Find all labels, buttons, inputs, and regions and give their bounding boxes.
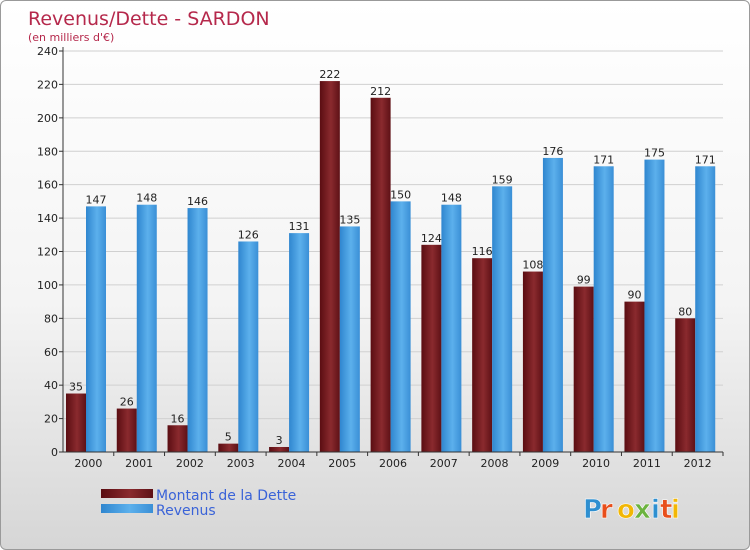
y-tick-label: 240 <box>37 45 58 58</box>
x-tick-label: 2012 <box>684 457 712 470</box>
x-tick-label: 2010 <box>582 457 610 470</box>
bars <box>66 81 716 453</box>
bar-revenus <box>339 226 360 452</box>
data-label: 148 <box>136 192 157 205</box>
proxiti-logo: Pr o x i ti <box>583 495 681 526</box>
legend: Montant de la Dette Revenus <box>101 488 296 519</box>
y-tick-label: 160 <box>37 179 58 192</box>
x-tick-label: 2004 <box>277 457 305 470</box>
data-label: 175 <box>644 147 665 160</box>
bar-dette <box>573 286 594 452</box>
x-tick-label: 2003 <box>227 457 255 470</box>
logo-letter: o <box>617 495 635 525</box>
y-tick-label: 100 <box>37 279 58 292</box>
bar-dette <box>421 244 442 452</box>
bar-dette <box>116 408 137 452</box>
data-label: 212 <box>370 85 391 98</box>
data-label: 148 <box>441 192 462 205</box>
y-tick-label: 140 <box>37 212 58 225</box>
bar-dette <box>319 81 340 452</box>
data-label: 108 <box>522 259 543 272</box>
data-label: 146 <box>187 195 208 208</box>
data-label: 171 <box>695 153 716 166</box>
x-tick-label: 2008 <box>481 457 509 470</box>
bar-revenus <box>86 206 106 452</box>
y-tick-label: 40 <box>44 379 58 392</box>
data-label: 16 <box>171 412 185 425</box>
bar-revenus <box>492 186 513 452</box>
legend-label-revenus: Revenus <box>156 503 216 519</box>
bar-revenus <box>441 204 462 452</box>
x-tick-label: 2011 <box>633 457 661 470</box>
bar-dette <box>675 318 696 452</box>
data-label: 35 <box>69 381 83 394</box>
bar-dette <box>370 97 391 453</box>
bar-dette <box>269 446 290 452</box>
logo-letter: t <box>660 495 672 525</box>
x-tick-label: 2007 <box>430 457 458 470</box>
legend-swatch-revenus <box>101 504 153 513</box>
data-label: 150 <box>390 188 411 201</box>
data-label: 99 <box>577 274 591 287</box>
legend-label-debt: Montant de la Dette <box>156 488 296 504</box>
data-label: 171 <box>593 153 614 166</box>
bar-revenus <box>644 159 665 452</box>
y-tick-label: 80 <box>44 312 58 325</box>
logo-letter: i <box>651 495 660 525</box>
legend-swatch-debt <box>101 489 153 498</box>
data-label: 5 <box>225 431 232 444</box>
bar-dette <box>472 258 493 452</box>
bar-revenus <box>238 241 259 452</box>
data-label: 26 <box>120 396 134 409</box>
bar-revenus <box>695 166 716 452</box>
x-tick-label: 2009 <box>531 457 559 470</box>
y-tick-label: 0 <box>51 446 58 459</box>
chart-title: Revenus/Dette - SARDON <box>28 8 270 30</box>
bar-dette <box>167 425 188 452</box>
data-label: 3 <box>276 434 283 447</box>
logo-letter: x <box>634 495 651 525</box>
data-label: 124 <box>421 232 442 245</box>
data-label: 135 <box>339 213 360 226</box>
data-label: 126 <box>238 228 259 241</box>
bar-dette <box>218 443 239 452</box>
bar-revenus <box>187 208 208 452</box>
bar-dette <box>522 271 543 452</box>
y-tick-label: 220 <box>37 78 58 91</box>
bar-revenus <box>136 204 157 452</box>
logo-letter: r <box>600 495 613 525</box>
data-label: 159 <box>492 173 513 186</box>
bar-revenus <box>593 166 614 452</box>
bar-dette <box>624 301 645 452</box>
axes: 0 20 40 60 80 100 120 140 160 180 200 220 240 2000 200… <box>37 45 724 470</box>
data-label: 176 <box>542 145 563 158</box>
data-label: 147 <box>86 193 107 206</box>
logo-letter: i <box>671 495 680 525</box>
x-tick-label: 2006 <box>379 457 407 470</box>
y-tick-label: 180 <box>37 145 58 158</box>
data-labels: 35 147 26 148 16 146 5 126 3 131 222 135 212 150 124 14… <box>69 68 716 447</box>
y-tick-label: 20 <box>44 413 58 426</box>
y-tick-label: 120 <box>37 246 58 259</box>
data-label: 116 <box>472 245 493 258</box>
data-label: 131 <box>289 220 310 233</box>
data-label: 90 <box>627 289 641 302</box>
x-tick-label: 2001 <box>125 457 153 470</box>
x-tick-label: 2005 <box>328 457 356 470</box>
y-tick-label: 60 <box>44 346 58 359</box>
data-label: 222 <box>319 68 340 81</box>
x-tick-label: 2002 <box>176 457 204 470</box>
bar-revenus <box>390 201 411 452</box>
data-label: 80 <box>678 305 692 318</box>
x-tick-label: 2000 <box>74 457 102 470</box>
bar-dette <box>66 393 86 452</box>
y-tick-label: 200 <box>37 112 58 125</box>
bar-revenus <box>542 157 563 452</box>
bar-revenus <box>289 233 310 452</box>
chart-subtitle: (en milliers d'€) <box>28 31 114 44</box>
logo-letter: P <box>583 495 602 525</box>
